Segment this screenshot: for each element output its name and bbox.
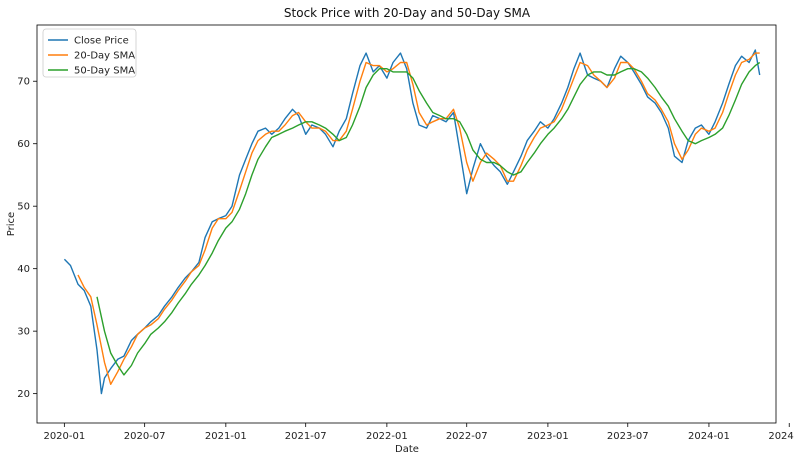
y-tick-label: 40 [17, 264, 30, 275]
plot-frame [36, 24, 777, 424]
x-tick-label: 2021-01 [205, 431, 247, 442]
x-tick-label: 2020-07 [124, 431, 166, 442]
legend: Close Price 20-Day SMA 50-Day SMA [42, 28, 137, 78]
y-axis: 20 30 40 50 60 70 [17, 77, 37, 400]
series-line-close-price [63, 49, 761, 395]
x-tick-label: 2024-07 [768, 431, 794, 442]
series-line-50-day-sma [96, 61, 761, 376]
legend-label: 20-Day SMA [74, 51, 135, 62]
x-tick-label: 2020-01 [43, 431, 85, 442]
x-tick-label: 2023-01 [527, 431, 569, 442]
y-tick-label: 20 [17, 389, 30, 400]
x-tick-label: 2024-01 [688, 431, 730, 442]
y-tick-label: 60 [17, 139, 30, 150]
legend-label: Close Price [74, 36, 129, 47]
x-axis-label: Date [395, 444, 419, 455]
y-axis-label: Price [6, 212, 17, 236]
y-tick-label: 50 [17, 202, 30, 213]
x-tick-label: 2022-07 [446, 431, 488, 442]
x-axis: 2020-01 2020-07 2021-01 2021-07 2022-01 2022-… [43, 423, 794, 442]
series-line-20-day-sma [77, 52, 760, 385]
x-tick-label: 2021-07 [285, 431, 327, 442]
legend-box [42, 28, 137, 78]
legend-label: 50-Day SMA [74, 66, 135, 77]
chart-title: Stock Price with 20-Day and 50-Day SMA [284, 6, 531, 20]
y-tick-label: 70 [17, 77, 30, 88]
x-tick-label: 2023-07 [607, 431, 649, 442]
x-tick-label: 2022-01 [366, 431, 408, 442]
y-tick-label: 30 [17, 327, 30, 338]
